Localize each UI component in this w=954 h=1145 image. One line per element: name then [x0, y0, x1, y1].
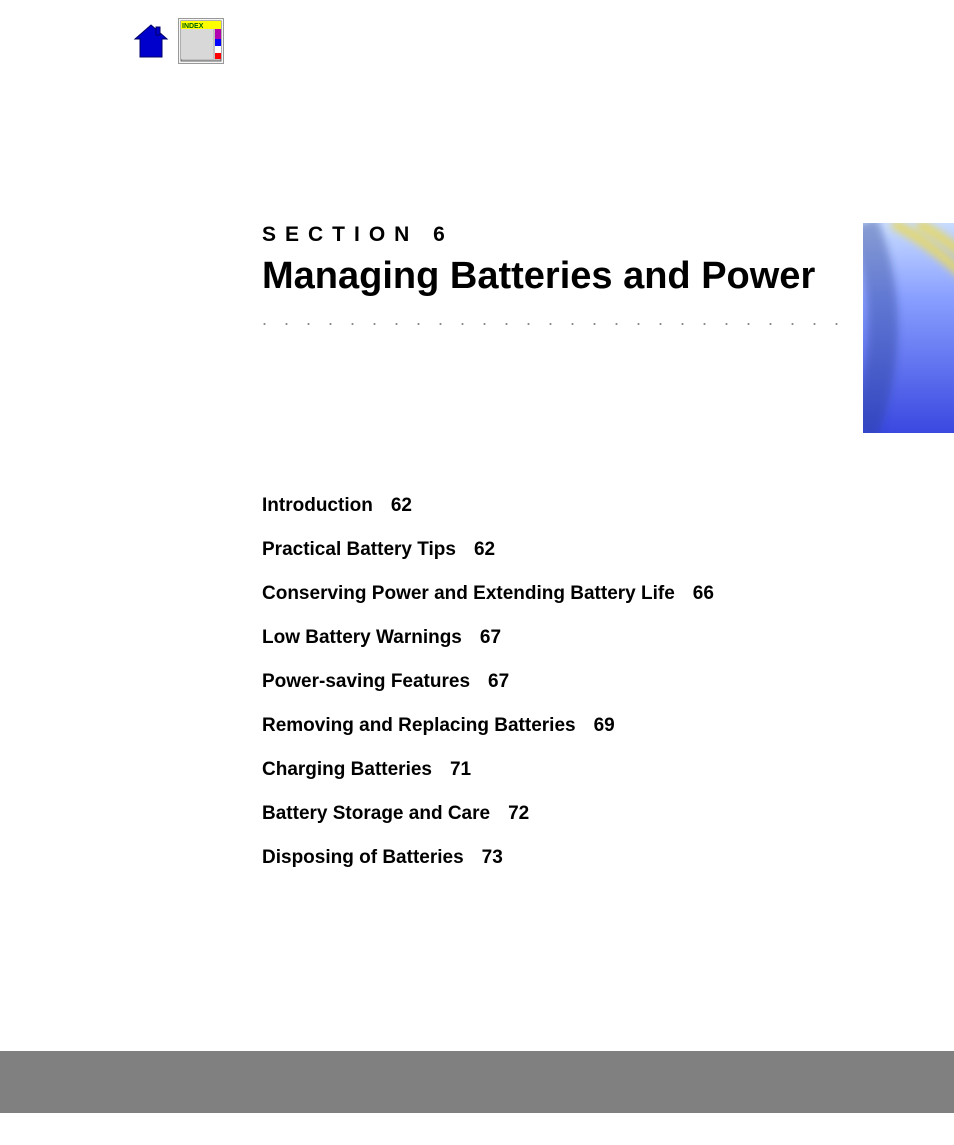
toc-label: Power-saving Features	[262, 671, 470, 692]
toc-label: Removing and Replacing Batteries	[262, 715, 576, 736]
toc-page: 72	[508, 803, 529, 824]
index-label: INDEX	[182, 23, 204, 30]
content-area: SECTION 6 Managing Batteries and Power .…	[262, 223, 892, 891]
toc-item[interactable]: Low Battery Warnings 67	[262, 627, 892, 649]
toc-page: 69	[594, 715, 615, 736]
toc-item[interactable]: Power-saving Features 67	[262, 671, 892, 693]
toc-label: Conserving Power and Extending Battery L…	[262, 583, 675, 604]
home-icon	[131, 21, 171, 61]
toc-item[interactable]: Practical Battery Tips 62	[262, 539, 892, 561]
toc-label: Disposing of Batteries	[262, 847, 464, 868]
toc-item[interactable]: Disposing of Batteries 73	[262, 847, 892, 869]
title-block: SECTION 6 Managing Batteries and Power .…	[262, 223, 845, 330]
toc-item[interactable]: Conserving Power and Extending Battery L…	[262, 583, 892, 605]
toc-label: Low Battery Warnings	[262, 627, 462, 648]
toc-label: Battery Storage and Care	[262, 803, 490, 824]
dotted-rule: . . . . . . . . . . . . . . . . . . . . …	[262, 309, 845, 330]
section-image	[863, 223, 954, 433]
home-button[interactable]	[128, 18, 174, 64]
toc-label: Introduction	[262, 495, 373, 516]
table-of-contents: Introduction62 Practical Battery Tips62 …	[262, 495, 892, 869]
toc-page: 73	[482, 847, 503, 868]
toc-page: 62	[474, 539, 495, 560]
index-button[interactable]: INDEX	[178, 18, 224, 64]
section-header: SECTION 6 Managing Batteries and Power .…	[262, 223, 892, 433]
index-icon: INDEX	[179, 19, 223, 63]
section-title: Managing Batteries and Power	[262, 253, 845, 301]
section-label: SECTION 6	[262, 223, 845, 247]
toc-item[interactable]: Battery Storage and Care 72	[262, 803, 892, 825]
toc-page: 67	[488, 671, 509, 692]
toc-page: 62	[391, 495, 412, 516]
toc-label: Charging Batteries	[262, 759, 432, 780]
footer-bar	[0, 1051, 954, 1113]
toc-page: 71	[450, 759, 471, 780]
toolbar: INDEX	[128, 18, 224, 64]
toc-item[interactable]: Removing and Replacing Batteries 69	[262, 715, 892, 737]
toc-item[interactable]: Charging Batteries 71	[262, 759, 892, 781]
toc-label: Practical Battery Tips	[262, 539, 456, 560]
toc-item[interactable]: Introduction 62	[262, 495, 892, 517]
toc-page: 66	[693, 583, 714, 604]
toc-page: 67	[480, 627, 501, 648]
